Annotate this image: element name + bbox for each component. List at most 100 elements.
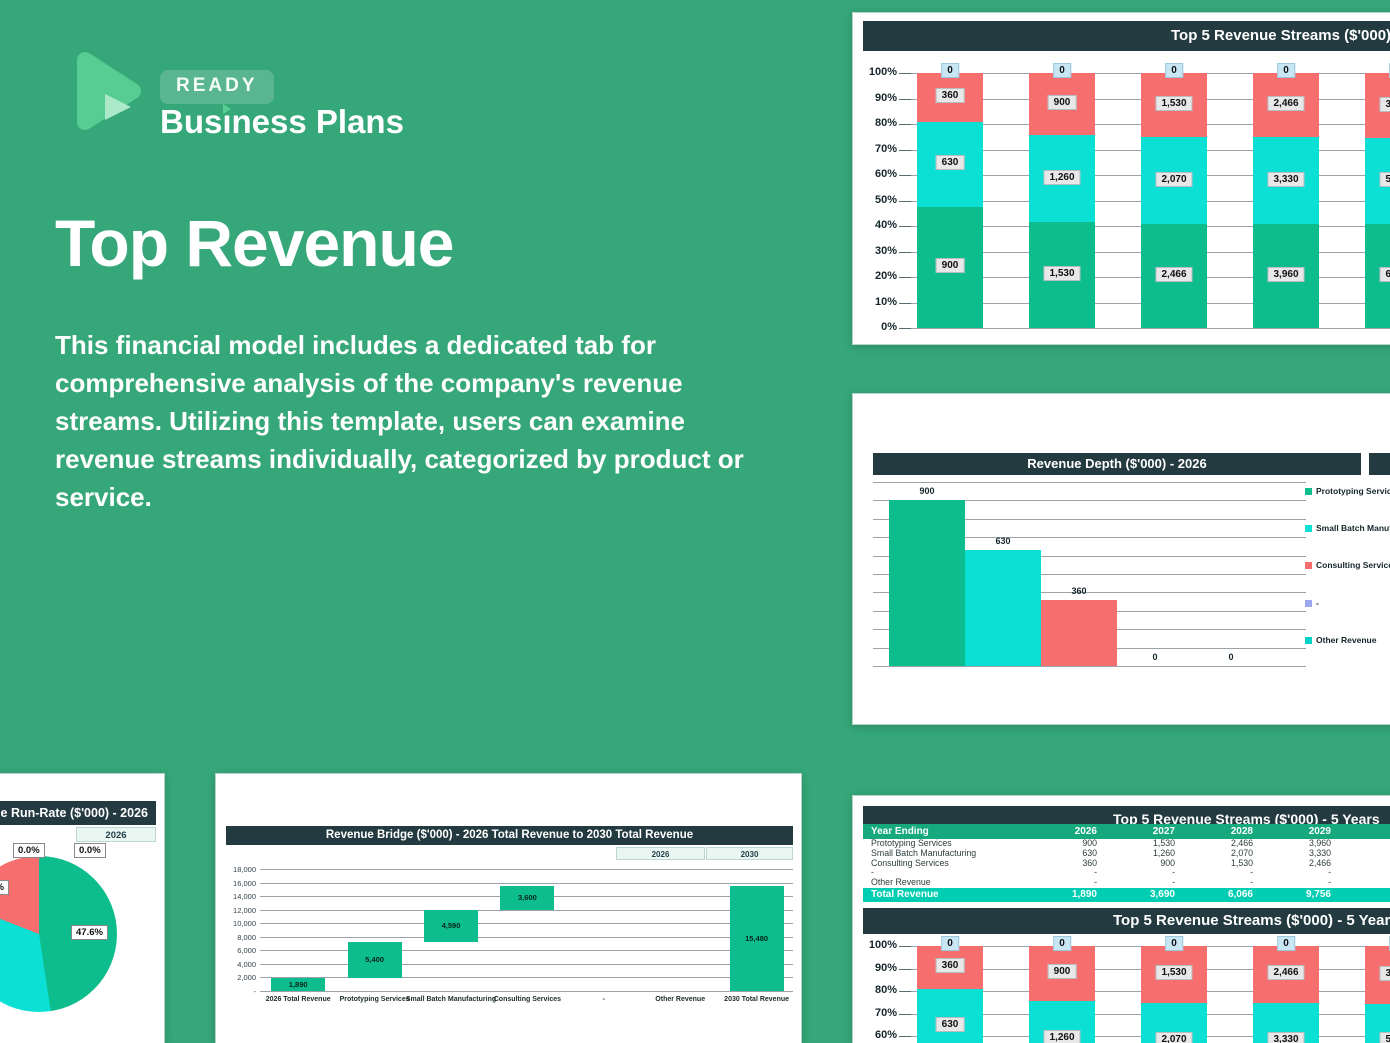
data-label: 4,590: [441, 921, 461, 931]
chart-title: Revenue Bridge ($'000) - 2026 Total Reve…: [325, 829, 694, 841]
axis-tick: [899, 946, 911, 947]
data-label: 2,070: [1155, 1032, 1193, 1043]
chart-title: Top 5 Revenue Streams ($'000) - 5 Years: [1171, 27, 1390, 44]
chart-panel-top5-table: Top 5 Revenue Streams ($'000) - 5 Years Y…: [852, 795, 1390, 1043]
chart-title: Top 5 Revenue Streams ($'000) - 5 Years: [1113, 912, 1390, 929]
table-total-cell: Total Revenue: [871, 889, 939, 900]
data-label: 6,300: [1379, 267, 1390, 283]
table-cell: 6,300: [1357, 839, 1390, 849]
table-cell: 1,260: [1152, 847, 1175, 858]
data-label: 0: [1277, 936, 1295, 951]
table-total-cell: 15,480: [1357, 888, 1390, 902]
legend-label: Other Revenue: [1316, 635, 1377, 645]
table-cell: 630: [1082, 847, 1097, 858]
data-label: 1,260: [1043, 1030, 1081, 1043]
chart-title-bar: [863, 21, 1390, 51]
data-label: 15,480: [745, 933, 769, 943]
chart-title-bar: [873, 453, 1361, 475]
y-axis-label: 60%: [874, 1029, 897, 1041]
table-cell: 900: [1160, 857, 1175, 868]
chart-title: Revenue Depth ($'000) - 2026: [1027, 456, 1207, 471]
axis-tick: [899, 200, 911, 202]
brand-play-icon: [77, 52, 141, 130]
table-cell: -: [871, 867, 874, 878]
gridline: [260, 977, 793, 979]
y-axis-label: 30%: [874, 244, 897, 257]
table-total-cell: 3,690: [1149, 889, 1175, 900]
data-label: 900: [1047, 95, 1077, 111]
table-header-cell: Year Ending: [871, 826, 929, 837]
data-label: 3,960: [1379, 96, 1390, 112]
table-cell: -: [1328, 877, 1331, 888]
data-label: 3,960: [1379, 965, 1390, 981]
data-label: 0: [1228, 652, 1234, 662]
data-label: 2,070: [1155, 171, 1193, 187]
gridline: [260, 963, 793, 965]
x-axis-label: Other Revenue: [655, 996, 706, 1003]
table-header-cell: 2028: [1230, 826, 1253, 837]
legend-swatch: [1305, 525, 1312, 532]
data-label: 2,466: [1267, 965, 1305, 981]
table-cell: -: [1172, 867, 1175, 878]
axis-tick: [899, 175, 911, 176]
table-cell: 2,070: [1230, 847, 1253, 858]
waterfall-bar: [347, 941, 402, 979]
data-label: 3,330: [1267, 171, 1305, 187]
page-description: This financial model includes a dedicate…: [55, 330, 744, 512]
chart-panel-run-rate-pie: Revenue Run-Rate ($'000) - 2026 2026 47.6%…: [0, 773, 165, 1043]
axis-tick: [899, 124, 911, 125]
data-label: 630: [935, 1017, 965, 1033]
data-label: 1,530: [1155, 96, 1193, 112]
data-label: 900: [1047, 964, 1077, 980]
data-label: 2,466: [1267, 96, 1305, 112]
chart-title-bar: [0, 801, 156, 825]
data-label: 1,530: [1043, 266, 1081, 282]
bar-0: [889, 500, 965, 666]
table-cell: -: [1172, 877, 1175, 888]
data-label: 1,890: [288, 979, 308, 989]
table-header-row: [863, 824, 1390, 839]
legend-swatch: [1305, 488, 1312, 495]
table-header-cell: 2029: [1308, 826, 1331, 837]
data-label: 1,260: [1043, 169, 1081, 185]
chart-panel-revenue-bridge: Revenue Bridge ($'000) - 2026 Total Reve…: [215, 773, 802, 1043]
y-axis-label: 14,000: [233, 892, 256, 902]
data-label: 0: [1277, 63, 1295, 78]
data-label: 2,466: [1155, 267, 1193, 283]
gridline: [873, 574, 1306, 575]
table-total-cell: 9,756: [1305, 889, 1331, 900]
legend-swatch: [1305, 600, 1312, 607]
table-header-cell: 2030: [1357, 824, 1390, 839]
y-axis-label: 60%: [874, 168, 897, 180]
gridline: [260, 869, 793, 870]
table-cell: -: [1357, 878, 1390, 888]
table-cell: Prototyping Services: [871, 838, 952, 848]
chart-title: Revenue Run-Rate ($'000) - 2026: [0, 806, 148, 820]
table-cell: 1,530: [1152, 838, 1175, 848]
y-axis-label: -: [253, 987, 257, 996]
data-label: 0: [1165, 63, 1183, 78]
gridline: [873, 555, 1306, 557]
data-label: 0: [1152, 652, 1158, 662]
legend-label: Prototyping Services: [1316, 486, 1390, 496]
axis-tick: [899, 226, 911, 227]
table-cell: -: [1328, 867, 1331, 878]
gridline: [873, 666, 1306, 667]
data-label: 0: [941, 63, 959, 78]
data-label: 630: [935, 155, 965, 171]
y-axis-label: 80%: [874, 984, 897, 996]
table-cell: -: [1094, 877, 1097, 888]
table-cell: -: [1250, 867, 1253, 878]
data-label: 0: [941, 936, 959, 951]
chart-panel-revenue-depth: Revenue Depth ($'000) - 2026 900 630 360 0 0 P…: [852, 393, 1390, 725]
y-axis-label: 18,000: [233, 865, 256, 874]
y-axis-label: 50%: [874, 193, 897, 206]
y-axis-label: 100%: [868, 66, 897, 78]
axis-tick: [899, 968, 911, 970]
pie-label-other: 0.0%: [74, 843, 106, 858]
legend-label: Small Batch Manufacturing: [1316, 523, 1390, 533]
axis-tick: [899, 1036, 911, 1037]
gridline: [260, 991, 793, 992]
y-axis-label: 90%: [874, 91, 897, 104]
table-cell: 2,466: [1230, 838, 1253, 848]
